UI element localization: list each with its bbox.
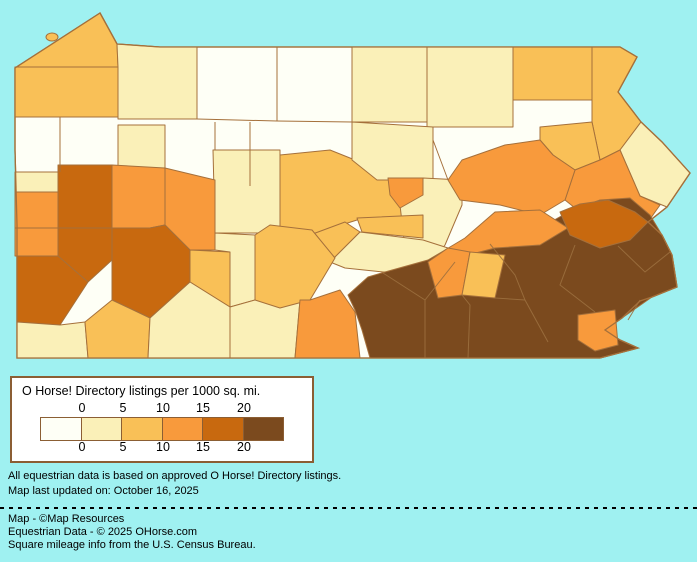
county-region-bedford-fulton [229,299,301,359]
county-region-delaware-co [577,309,619,352]
legend-swatch-5 [243,418,283,440]
presque-isle [45,32,59,42]
legend-tick-label: 15 [196,440,210,454]
county-region-northumberland [387,177,424,209]
county-border-line-6 [432,139,449,181]
county-region-tioga [351,46,428,123]
legend-tick-label: 0 [78,440,86,454]
county-region-union-snyder [356,214,424,239]
county-region-butler [57,164,113,229]
county-region-clearfield [212,149,281,234]
credit-map-resources: Map - ©Map Resources [8,513,125,525]
legend-swatch-3 [162,418,203,440]
brown-county-border-line-6 [617,245,671,273]
county-region-crawford [14,66,119,118]
brown-county-border-line-5 [559,244,596,313]
county-region-dauphin [427,247,471,299]
county-region-greene [16,321,89,359]
footer-data-note: All equestrian data is based on approved… [8,470,342,482]
legend-tick-label: 10 [156,401,170,415]
pennsylvania-choropleth-map [14,12,691,359]
legend-swatch-2 [122,418,163,440]
legend-swatch-4 [203,418,244,440]
legend-tick-row-bottom: 0 5 10 15 20 [12,440,312,454]
legend-tick-label: 15 [196,401,210,415]
legend-tick-label: 20 [237,401,251,415]
county-region-luzerne [447,139,576,216]
dashed-divider [0,507,697,509]
legend-swatch-0 [41,418,82,440]
legend-color-ramp [40,417,284,441]
legend-box: O Horse! Directory listings per 1000 sq.… [10,376,314,463]
brown-county-border-line-3 [489,243,549,343]
legend-tick-label: 20 [237,440,251,454]
legend-swatch-1 [81,418,122,440]
footer-updated-note: Map last updated on: October 16, 2025 [8,485,199,497]
legend-tick-label: 10 [156,440,170,454]
legend-tick-label: 5 [119,440,127,454]
legend-title: O Horse! Directory listings per 1000 sq.… [22,384,261,398]
credit-ohorse: Equestrian Data - © 2025 OHorse.com [8,526,198,538]
brown-county-border-line-2 [461,294,471,359]
state-outline [14,12,691,359]
brown-county-border-line-1 [424,261,456,301]
county-region-bradford [426,46,514,128]
legend-tick-label: 5 [119,401,127,415]
county-region-armstrong [111,164,166,229]
county-region-erie [14,12,119,69]
county-region-huntingdon [254,224,336,309]
brown-county-border-line-4 [494,297,526,301]
county-region-indiana [164,167,216,251]
legend-tick-label: 0 [78,401,86,415]
county-region-warren [116,43,198,120]
county-region-beaver [14,227,59,257]
legend-tick-row-top: 0 5 10 15 20 [12,401,312,415]
county-region-lawrence [14,191,59,229]
county-region-susquehanna [512,46,593,101]
credit-census-bureau: Square mileage info from the U.S. Census… [8,539,256,551]
county-region-mercer-south [14,171,59,193]
